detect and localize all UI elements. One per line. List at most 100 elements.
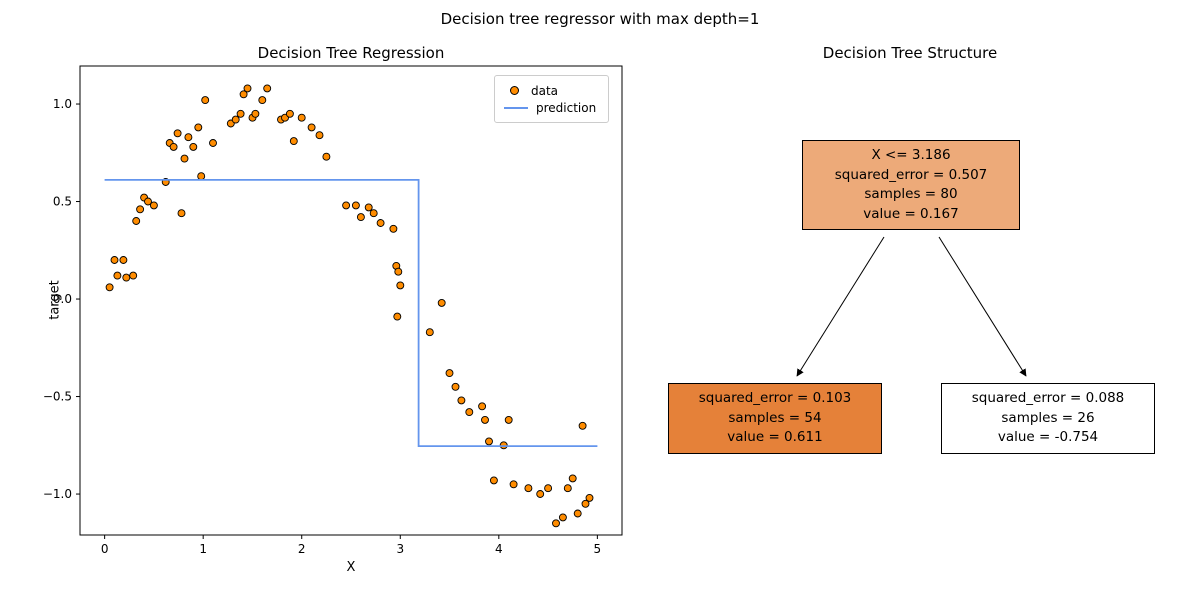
data-point [243,84,252,93]
tree-node-line: squared_error = 0.507 [834,166,988,183]
data-point [509,480,518,489]
data-point [396,281,405,290]
data-point [136,205,145,214]
data-point [489,476,498,485]
legend-label-prediction: prediction [536,100,597,115]
data-point [110,256,119,264]
tree-node-line: samples = 26 [1001,409,1095,426]
data-point [369,209,378,218]
data-point [236,109,245,118]
data-point [251,109,260,118]
data-point [315,131,324,140]
x-tick-label: 3 [396,542,404,556]
data-point [132,217,141,225]
tree-edge-root-left [796,236,885,377]
data-point [149,201,158,210]
y-axis-label: target [47,280,63,320]
legend: data prediction [494,75,610,123]
x-tick-label: 4 [495,542,503,556]
tree-node-line: samples = 80 [864,186,958,203]
tree-node-line: value = -0.754 [997,429,1099,446]
data-point [581,499,590,508]
y-tick-label: 1.0 [53,97,72,111]
data-point [478,402,487,411]
data-point [558,513,567,522]
legend-entry-data: data [504,82,596,99]
data-point [465,408,474,417]
data-point [263,84,272,93]
data-point [180,154,189,163]
tree-node-left: squared_error = 0.103 samples = 54 value =… [668,383,882,454]
data-point [393,312,402,321]
regression-plot-title: Decision Tree Regression [257,44,445,62]
data-point [258,96,267,105]
data-point [113,271,122,280]
data-point [285,109,294,118]
data-point [201,96,210,105]
data-point [169,142,178,151]
data-point [445,369,454,378]
data-point [209,139,217,147]
data-point [437,298,446,307]
data-point [457,396,466,405]
data-point [184,133,193,142]
legend-entry-prediction: prediction [504,99,596,116]
data-point [189,142,198,151]
tree-node-root: X <= 3.186 squared_error = 0.507 samples =… [802,140,1020,231]
tree-plot-title: Decision Tree Structure [822,44,998,62]
data-point [573,509,582,518]
data-point [394,267,403,276]
data-point [129,271,138,280]
x-tick-label: 0 [101,542,109,556]
tree-node-right: squared_error = 0.088 samples = 26 value =… [941,383,1155,454]
data-point [119,256,128,264]
data-point [524,484,533,493]
tree-node-line: samples = 54 [728,409,822,426]
y-tick-label: 0.5 [53,195,72,209]
data-point [578,421,587,430]
data-point [504,415,513,424]
data-point [307,123,316,132]
data-point [194,123,203,132]
figure-title: Decision tree regressor with max depth=1 [440,10,760,28]
data-point [585,493,594,502]
data-point [389,224,398,233]
data-point [481,415,489,424]
data-point [105,283,114,292]
tree-node-line: value = 0.167 [863,205,959,222]
data-point [289,137,298,146]
data-point [451,382,460,391]
data-point [173,129,182,138]
x-tick-label: 2 [298,542,306,556]
data-point [342,201,351,210]
data-point [144,197,152,206]
data-point [351,201,360,210]
data-point [356,213,365,222]
data-point [376,219,385,227]
data-point [425,328,434,337]
data-point [364,203,373,212]
y-tick-label: 0.0 [53,292,72,306]
prediction-line-icon [504,106,528,109]
data-point [485,437,493,446]
data-point [544,484,553,493]
axes-frame [79,65,623,536]
data-marker-icon [510,86,519,95]
data-point [177,209,186,218]
x-axis-label: X [346,560,356,575]
tree-node-line: value = 0.611 [727,429,823,446]
data-point [197,172,206,181]
data-point [122,273,131,282]
y-tick-label: −1.0 [43,487,72,501]
prediction-line [104,178,598,448]
y-tick-label: −0.5 [43,390,72,404]
data-point [322,152,331,161]
data-point [297,113,306,122]
data-point [552,519,560,528]
tree-node-line: squared_error = 0.088 [971,390,1125,406]
legend-label-data: data [531,83,559,98]
data-point [536,490,545,498]
x-tick-label: 5 [594,542,602,556]
